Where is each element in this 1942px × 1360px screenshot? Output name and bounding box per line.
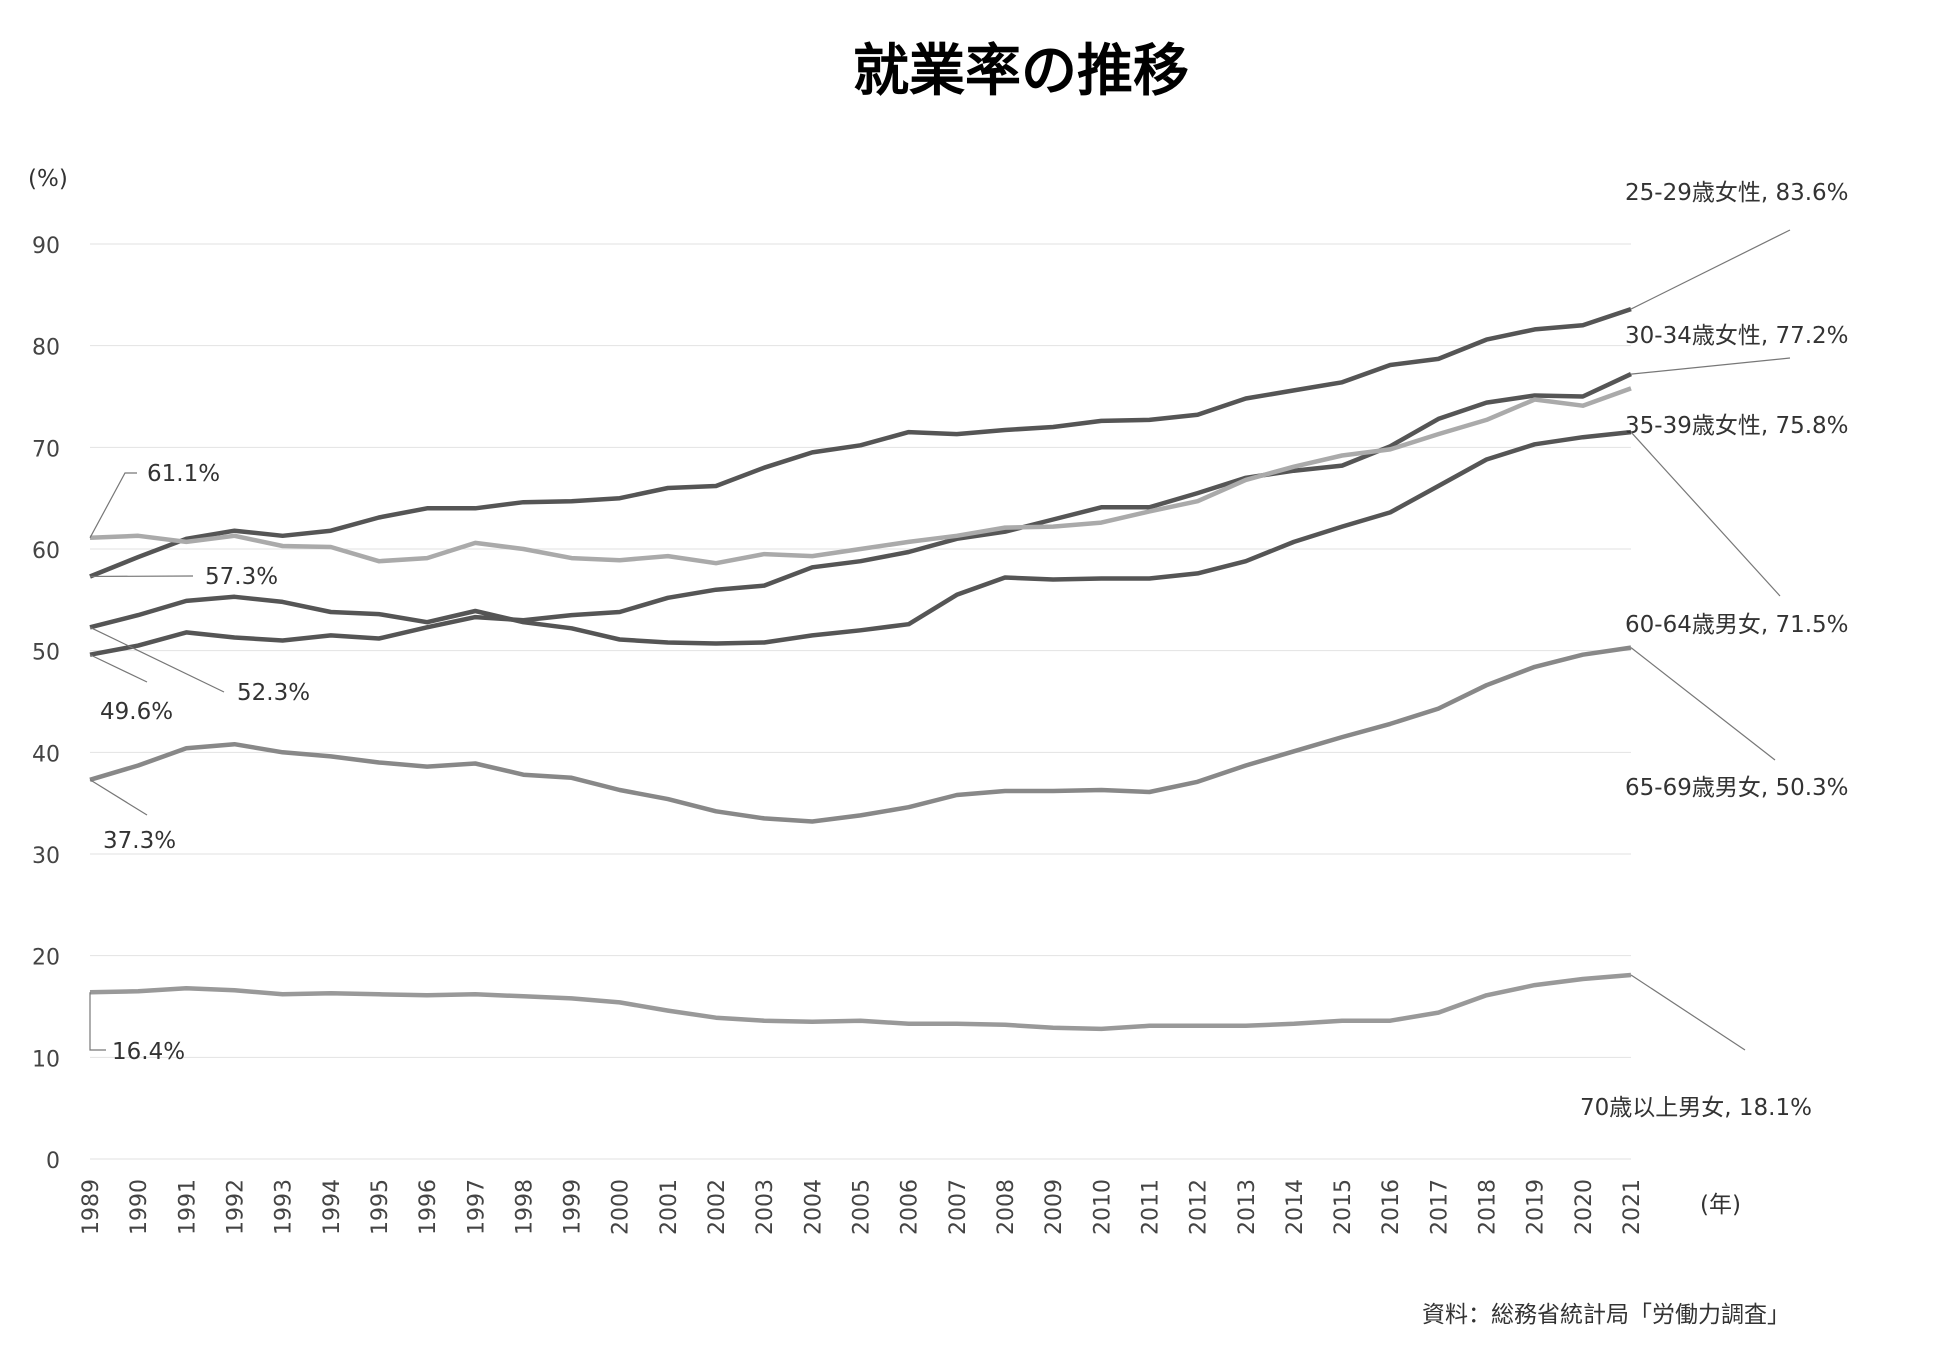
x-tick-label: 2010: [1090, 1179, 1115, 1235]
y-tick-label: 20: [32, 946, 60, 971]
chart-title: 就業率の推移: [853, 39, 1189, 104]
start-label-leader: [89, 779, 148, 816]
x-tick-label: 2013: [1235, 1179, 1260, 1235]
y-tick-label: 80: [32, 336, 60, 361]
series-end-label: 35-39歳女性, 75.8%: [1625, 413, 1849, 439]
x-tick-label: 2015: [1331, 1179, 1356, 1235]
x-tick-label: 2011: [1138, 1179, 1163, 1235]
series-start-label: 37.3%: [103, 828, 176, 854]
x-tick-label: 2021: [1620, 1179, 1645, 1235]
source-note: 資料：総務省統計局「労働力調査」: [1422, 1302, 1790, 1328]
x-tick-label: 1991: [175, 1179, 200, 1235]
x-tick-label: 2018: [1476, 1179, 1501, 1235]
y-tick-label: 60: [32, 539, 60, 564]
series-end-label: 60-64歳男女, 71.5%: [1625, 612, 1849, 638]
series-line: [89, 372, 1632, 657]
x-tick-label: 2007: [946, 1179, 971, 1235]
series-start-label: 52.3%: [237, 680, 310, 706]
x-tick-label: 2005: [850, 1179, 875, 1235]
x-tick-label: 1995: [368, 1179, 393, 1235]
x-axis-unit: (年): [1700, 1192, 1741, 1218]
start-label-leader: [89, 992, 106, 1051]
x-tick-label: 1997: [464, 1179, 489, 1235]
y-tick-label: 0: [46, 1149, 60, 1174]
start-label-leader: [89, 626, 225, 693]
x-tick-label: 2003: [753, 1179, 778, 1235]
y-tick-label: 90: [32, 234, 60, 259]
end-label-leader: [1630, 357, 1791, 375]
x-tick-label: 1998: [512, 1179, 537, 1235]
x-tick-label: 1993: [272, 1179, 297, 1235]
y-tick-label: 40: [32, 742, 60, 767]
y-axis-unit: (%): [28, 166, 68, 192]
start-label-leader: [89, 654, 148, 683]
x-tick-label: 2001: [657, 1179, 682, 1235]
end-label-leader: [1630, 974, 1746, 1051]
x-tick-label: 2008: [994, 1179, 1019, 1235]
x-tick-label: 1994: [320, 1179, 345, 1235]
x-tick-label: 2004: [801, 1179, 826, 1235]
series-line: [89, 429, 1632, 646]
series-start-label: 16.4%: [112, 1039, 185, 1065]
series-end-label: 70歳以上男女, 18.1%: [1580, 1095, 1812, 1121]
series-line: [89, 972, 1632, 1032]
x-tick-label: 2014: [1283, 1179, 1308, 1235]
x-tick-label: 2012: [1187, 1179, 1212, 1235]
y-tick-label: 30: [32, 844, 60, 869]
series-start-label: 61.1%: [147, 461, 220, 487]
x-tick-label: 2019: [1524, 1179, 1549, 1235]
start-label-leader: [89, 472, 137, 539]
end-label-leader: [1630, 229, 1791, 310]
x-tick-label: 1996: [416, 1179, 441, 1235]
series-start-label: 49.6%: [100, 699, 173, 725]
x-tick-label: 1999: [561, 1179, 586, 1235]
end-label-leader: [1630, 431, 1781, 597]
y-tick-label: 70: [32, 437, 60, 462]
series-line: [89, 645, 1632, 824]
x-tick-label: 2002: [705, 1179, 730, 1235]
end-label-leader: [1630, 647, 1776, 761]
x-tick-label: 2006: [898, 1179, 923, 1235]
x-tick-label: 2017: [1427, 1179, 1452, 1235]
series-line: [89, 386, 1632, 566]
x-tick-label: 2016: [1379, 1179, 1404, 1235]
series-start-label: 57.3%: [205, 564, 278, 590]
x-tick-label: 2009: [1042, 1179, 1067, 1235]
x-tick-label: 1989: [79, 1179, 104, 1235]
series-line: [89, 306, 1632, 579]
series-end-label: 30-34歳女性, 77.2%: [1625, 323, 1849, 349]
x-tick-label: 2000: [609, 1179, 634, 1235]
x-tick-label: 1992: [223, 1179, 248, 1235]
x-tick-label: 1990: [127, 1179, 152, 1235]
y-tick-label: 10: [32, 1047, 60, 1072]
x-tick-label: 2020: [1572, 1179, 1597, 1235]
y-tick-label: 50: [32, 641, 60, 666]
series-end-label: 25-29歳女性, 83.6%: [1625, 180, 1849, 206]
series-end-label: 65-69歳男女, 50.3%: [1625, 775, 1849, 801]
